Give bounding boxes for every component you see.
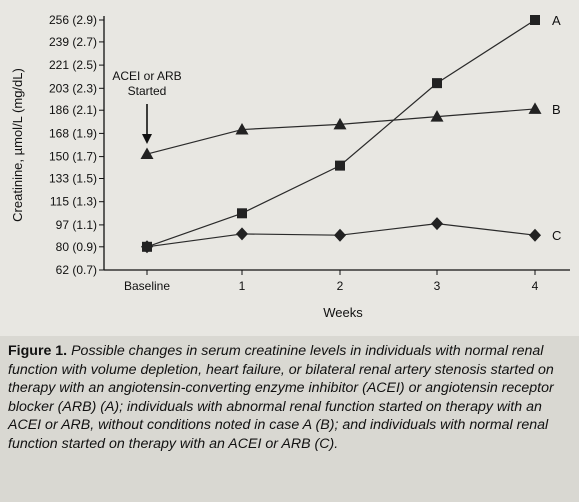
y-tick-label: 239 (2.7)	[49, 35, 97, 49]
chart-area: 62 (0.7) 80 (0.9) 97 (1.1) 115 (1.3) 133 (1.…	[10, 13, 570, 320]
series-lines	[146, 19, 536, 248]
x-tick-label: 2	[337, 279, 344, 293]
triangle-marker	[333, 117, 347, 130]
series-markers	[140, 15, 542, 254]
diamond-marker	[334, 228, 346, 242]
triangle-marker	[430, 110, 444, 122]
series-line-a	[146, 19, 536, 248]
series-labels: A B C	[552, 13, 561, 243]
caption-body: Possible changes in serum creatinine lev…	[8, 343, 554, 452]
x-tick-label: 1	[239, 279, 246, 293]
series-line-b	[146, 108, 536, 155]
y-axis-ticks: 62 (0.7) 80 (0.9) 97 (1.1) 115 (1.3) 133 (1.…	[49, 13, 104, 277]
diamond-marker	[236, 227, 248, 241]
y-tick-label: 221 (2.5)	[49, 58, 97, 72]
square-marker	[335, 160, 345, 171]
square-marker	[237, 208, 247, 219]
triangle-marker	[140, 147, 154, 160]
series-label-a: A	[552, 13, 561, 28]
axes	[103, 16, 570, 271]
y-tick-label: 203 (2.3)	[49, 81, 97, 95]
diamond-marker	[529, 228, 541, 242]
y-tick-label: 80 (0.9)	[56, 240, 97, 254]
y-tick-label: 186 (2.1)	[49, 103, 97, 117]
diamond-marker	[141, 240, 153, 254]
series-label-c: C	[552, 228, 561, 243]
diamond-marker	[431, 217, 443, 231]
annotation-line-1: ACEI or ARB	[112, 69, 181, 83]
y-tick-label: 256 (2.9)	[49, 13, 97, 27]
annotation-line-2: Started	[128, 84, 167, 98]
annotation-arrow-head	[142, 134, 152, 144]
y-tick-label: 62 (0.7)	[56, 263, 97, 277]
square-marker	[530, 15, 540, 25]
y-tick-label: 97 (1.1)	[56, 218, 97, 232]
caption-box: Figure 1. Possible changes in serum crea…	[0, 336, 579, 502]
x-axis-ticks: Baseline 1 2 3 4	[124, 270, 539, 293]
y-axis-title: Creatinine, µmol/L (mg/dL)	[10, 68, 25, 222]
y-tick-label: 168 (1.9)	[49, 126, 97, 140]
x-tick-label: 4	[532, 279, 539, 293]
x-tick-label: Baseline	[124, 279, 170, 293]
series-label-b: B	[552, 102, 561, 117]
triangle-marker	[235, 123, 249, 135]
creatinine-line-chart: 62 (0.7) 80 (0.9) 97 (1.1) 115 (1.3) 133 (1.…	[10, 13, 570, 320]
figure-caption: Figure 1. Possible changes in serum crea…	[8, 342, 570, 454]
caption-lead: Figure 1.	[8, 343, 68, 359]
y-tick-label: 115 (1.3)	[50, 195, 97, 209]
square-marker	[432, 78, 442, 89]
x-tick-label: 3	[434, 279, 441, 293]
y-tick-label: 150 (1.7)	[49, 150, 97, 164]
y-tick-label: 133 (1.5)	[49, 172, 97, 186]
triangle-marker	[528, 102, 542, 114]
x-axis-title: Weeks	[323, 305, 363, 320]
